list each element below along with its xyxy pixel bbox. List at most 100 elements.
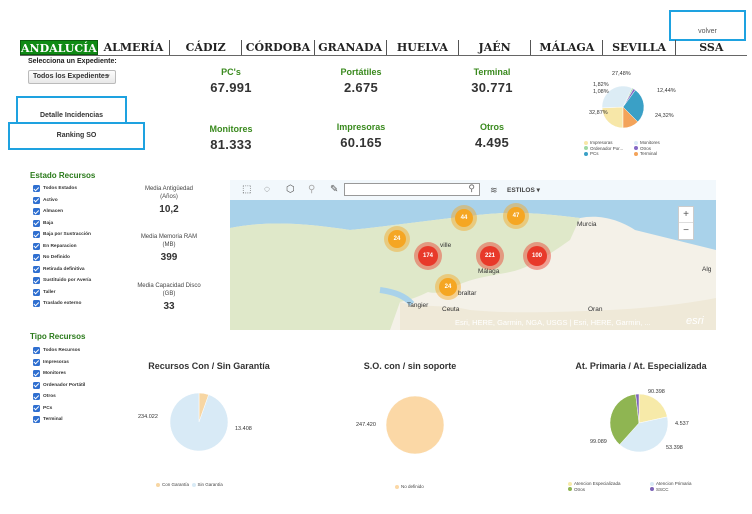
- stat-unit: (GB): [162, 290, 176, 297]
- legend-item[interactable]: Atencion Primaria: [650, 481, 692, 486]
- legend-item[interactable]: Sin Garantía: [191, 482, 223, 487]
- legend-item[interactable]: Monitores: [634, 140, 684, 146]
- tab-andalucia[interactable]: ANDALUCÍA: [20, 40, 98, 55]
- expediente-select[interactable]: Todos los Expedientes ▼: [28, 70, 116, 84]
- kpi-impresoras: Impresoras 60.165: [306, 122, 416, 150]
- checkbox-sustituido-averia[interactable]: Sustituido por Avería: [33, 275, 91, 287]
- soporte-legend: No definido: [395, 484, 424, 489]
- checkbox-pcs[interactable]: PCs: [33, 403, 85, 415]
- kpi-terminal: Terminal 30.771: [437, 67, 547, 95]
- checkbox-baja-sustraccion[interactable]: Baja por Sustracción: [33, 229, 91, 241]
- zoom-in-button[interactable]: +: [679, 207, 693, 223]
- kpi-value: 4.495: [474, 135, 510, 150]
- stat-unit: (MB): [162, 241, 176, 248]
- pie-slice-impresoras[interactable]: [601, 106, 624, 129]
- map-cluster[interactable]: 24: [388, 230, 406, 248]
- checkbox-icon: [33, 231, 40, 239]
- checkbox-otros[interactable]: Otros: [33, 391, 85, 403]
- map-cluster[interactable]: 174: [418, 246, 438, 266]
- ranking-so-label: Ranking SO: [56, 132, 97, 139]
- map-search-input[interactable]: ⚲: [344, 183, 480, 196]
- checkbox-icon: [33, 300, 40, 308]
- checkbox-traslado-externo[interactable]: Traslado externo: [33, 298, 91, 310]
- checkbox-icon: [33, 370, 40, 378]
- map-cluster[interactable]: 47: [507, 207, 525, 225]
- legend-item[interactable]: No definido: [395, 484, 424, 489]
- pie-slice-otros[interactable]: [609, 393, 640, 445]
- tab-granada[interactable]: GRANADA: [315, 40, 387, 55]
- pie-value-label: 1,08%: [593, 89, 609, 95]
- checkbox-todos-recursos[interactable]: Todos Recursos: [33, 345, 85, 357]
- pie-value-label: 27,48%: [612, 71, 631, 77]
- checkbox-taller[interactable]: Taller: [33, 287, 91, 299]
- checkbox-no-definido[interactable]: No Definido: [33, 252, 91, 264]
- pin-icon[interactable]: ⚲: [308, 184, 316, 195]
- resources-map[interactable]: ⬚ ◌ ⬡ ⚲ ✎ ⚲ ≋ ESTILOS ▾ + − 44 47 24 174…: [230, 180, 716, 330]
- map-cluster[interactable]: 44: [455, 209, 473, 227]
- tab-cordoba[interactable]: CÓRDOBA: [242, 40, 315, 55]
- pie-slice-pcs[interactable]: [622, 89, 645, 123]
- tab-sevilla[interactable]: SEVILLA: [603, 40, 676, 55]
- legend-item[interactable]: Otros: [634, 146, 684, 152]
- search-icon[interactable]: ⚲: [468, 183, 475, 193]
- estilos-dropdown[interactable]: ESTILOS ▾: [507, 187, 540, 194]
- tab-ssa[interactable]: SSA: [699, 41, 724, 54]
- pie-slice-monitores[interactable]: [601, 85, 633, 109]
- rectangle-select-icon[interactable]: ⬚: [242, 184, 252, 195]
- map-cluster[interactable]: 100: [527, 246, 547, 266]
- tab-malaga[interactable]: MÁLAGA: [531, 40, 604, 55]
- legend-item[interactable]: Atencion Especializada: [568, 481, 650, 487]
- expediente-value: Todos los Expedientes: [33, 73, 109, 80]
- tab-cadiz[interactable]: CÁDIZ: [170, 40, 243, 55]
- checkbox-retirada-definitiva[interactable]: Retirada definitiva: [33, 264, 91, 276]
- ranking-so-button[interactable]: Ranking SO: [8, 122, 145, 150]
- legend-item[interactable]: Otros: [568, 487, 650, 493]
- map-city-label: Tangier: [407, 302, 429, 309]
- checkbox-terminal[interactable]: Terminal: [33, 414, 85, 426]
- checkbox-en-reparacion[interactable]: En Reparacion: [33, 241, 91, 253]
- legend-item[interactable]: Impresoras: [584, 140, 634, 146]
- map-cluster[interactable]: 24: [439, 278, 457, 296]
- tab-huelva[interactable]: HUELVA: [387, 40, 459, 55]
- zoom-out-button[interactable]: −: [683, 225, 689, 236]
- circle-select-icon[interactable]: ◌: [264, 184, 270, 195]
- tab-jaen[interactable]: JAÉN: [459, 40, 532, 55]
- polygon-select-icon[interactable]: ⬡: [286, 184, 295, 195]
- checkbox-todos-estados[interactable]: Todos Estados: [33, 183, 91, 195]
- pie-value-label: 32,87%: [589, 110, 608, 116]
- stat-label: Media Capacidad Disco: [137, 283, 201, 289]
- pie-value-label: 4.537: [675, 421, 689, 427]
- chevron-down-icon: ▼: [105, 74, 111, 80]
- tab-almeria[interactable]: ALMERÍA: [98, 40, 171, 55]
- volver-button[interactable]: volver: [669, 10, 746, 41]
- pie-value-label: 53.398: [666, 445, 683, 451]
- pie-slice-atencion-primaria[interactable]: [619, 416, 669, 453]
- map-city-label: ville: [440, 242, 452, 249]
- legend-item[interactable]: Terminal: [634, 151, 684, 157]
- layers-icon[interactable]: ≋: [490, 185, 498, 195]
- legend-item[interactable]: PCs: [584, 151, 634, 157]
- pie-slice-atencion-especializada[interactable]: [638, 393, 668, 424]
- pie-slice-sscc[interactable]: [635, 393, 640, 424]
- checkbox-baja[interactable]: Baja: [33, 218, 91, 230]
- pie-slice-terminal[interactable]: [622, 106, 639, 129]
- kpi-value: 81.333: [210, 137, 252, 152]
- edit-icon[interactable]: ✎: [330, 184, 339, 195]
- legend-item[interactable]: Con Garantía: [156, 482, 189, 487]
- checkbox-almacen[interactable]: Almacen: [33, 206, 91, 218]
- map-cluster[interactable]: 221: [480, 246, 500, 266]
- kpi-label: Impresoras: [336, 122, 386, 132]
- legend-item[interactable]: Ordenador Por...: [584, 146, 634, 152]
- checkbox-impresoras[interactable]: Impresoras: [33, 357, 85, 369]
- legend-item[interactable]: SSCC: [650, 487, 669, 492]
- stat-label: Media Antigüedad: [144, 186, 194, 192]
- pie-slice-sin-garant-a[interactable]: [169, 392, 229, 452]
- checkbox-icon: [33, 208, 40, 216]
- checkbox-ordenador-portatil[interactable]: Ordenador Portátil: [33, 380, 85, 392]
- checkbox-activo[interactable]: Activo: [33, 195, 91, 207]
- pie-slice-no-definido[interactable]: [385, 395, 445, 455]
- chart-title-garantia: Recursos Con / Sin Garantía: [148, 361, 270, 371]
- checkbox-icon: [33, 277, 40, 285]
- stat-ram: Media Memoria RAM (MB) 399: [128, 234, 210, 263]
- checkbox-monitores[interactable]: Monitores: [33, 368, 85, 380]
